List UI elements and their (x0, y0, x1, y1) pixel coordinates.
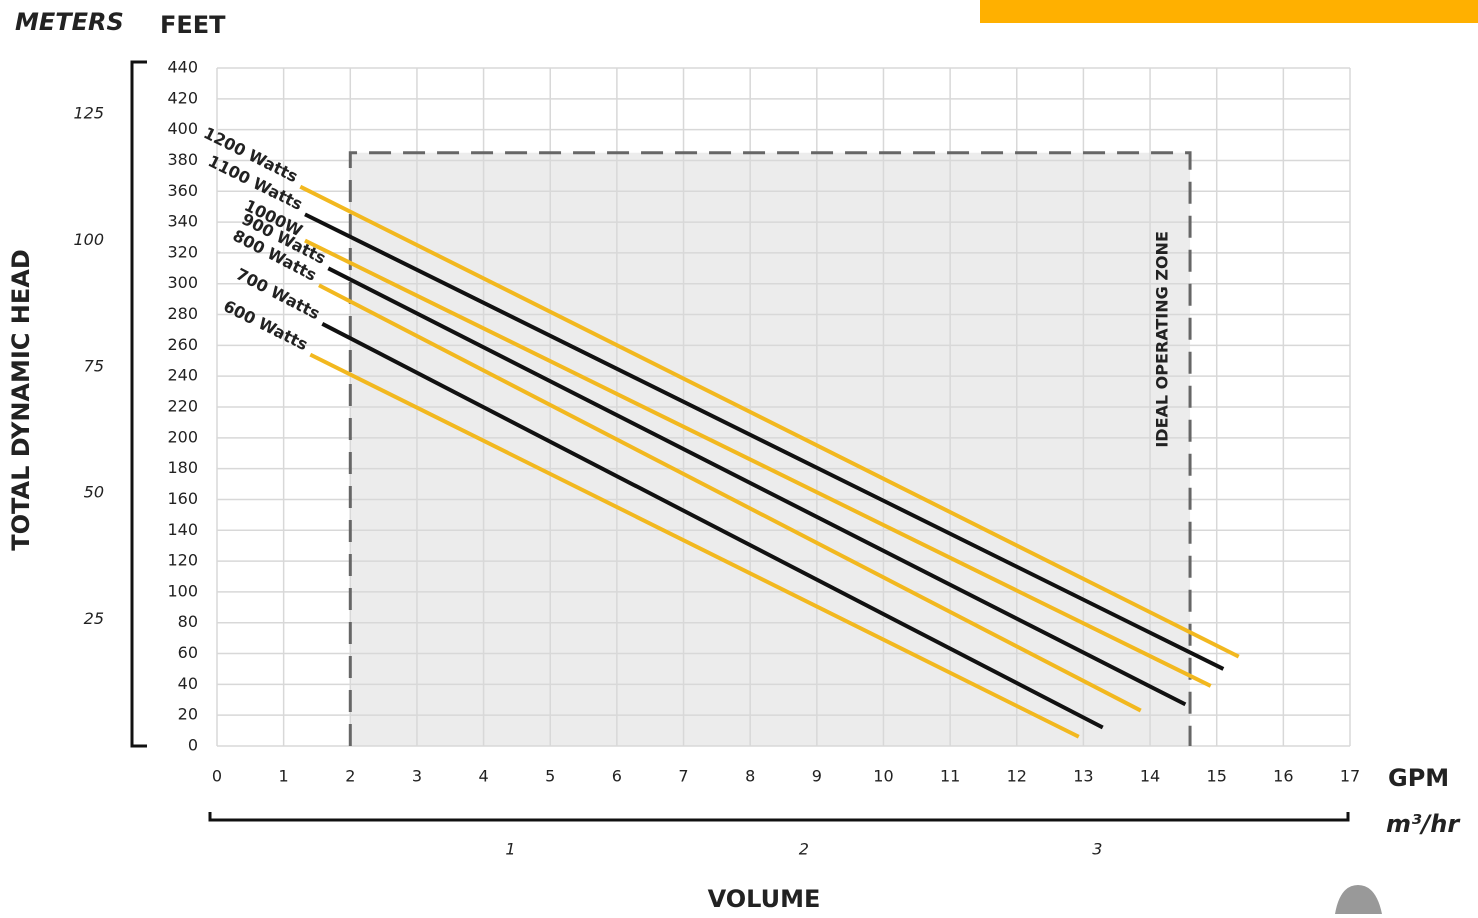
y-tick-label: 440 (167, 58, 198, 77)
x2-tick-label: 2 (799, 840, 809, 859)
y2-tick-label: 100 (73, 230, 104, 249)
ideal-zone (350, 152, 1191, 746)
y2-tick-label: 125 (73, 104, 104, 123)
x-tick-label: 16 (1273, 767, 1293, 786)
x2-tick-label: 1 (505, 840, 515, 859)
x-tick-label: 0 (212, 767, 222, 786)
series-line (318, 283, 1142, 713)
y-tick-label: 100 (167, 581, 198, 600)
y2-tick-label: 75 (84, 356, 104, 375)
y-tick-label: 240 (167, 366, 198, 385)
x-tick-label: 7 (678, 767, 688, 786)
y-tick-label: 340 (167, 212, 198, 231)
y2-tick-label: 25 (84, 609, 104, 628)
y2-bracket (130, 60, 147, 748)
y-tick-label: 140 (167, 520, 198, 539)
x-tick-label: 15 (1207, 767, 1227, 786)
y-tick-label: 0 (188, 736, 198, 755)
y-tick-label: 80 (178, 612, 198, 631)
y-label: FEET (160, 11, 226, 39)
x-tick-label: 13 (1073, 767, 1093, 786)
y-tick-label: 20 (178, 705, 198, 724)
y-tick-label: 280 (167, 304, 198, 323)
x-tick-label: 1 (279, 767, 289, 786)
top-bar (980, 0, 1478, 23)
y-tick-label: 260 (167, 335, 198, 354)
x-tick-label: 5 (545, 767, 555, 786)
series-line (299, 184, 1240, 659)
x-tick-label: 4 (478, 767, 488, 786)
x-tick-label: 8 (745, 767, 755, 786)
y-tick-label: 300 (167, 273, 198, 292)
y-tick-label: 220 (167, 397, 198, 416)
x-tick-label: 12 (1007, 767, 1027, 786)
plot: 0204060801001201401601802002202402602803… (73, 58, 1360, 859)
y-tick-label: 180 (167, 458, 198, 477)
y-tick-label: 120 (167, 551, 198, 570)
x-tick-label: 10 (873, 767, 893, 786)
x-tick-label: 3 (412, 767, 422, 786)
y-tick-label: 420 (167, 88, 198, 107)
y2-tick-label: 50 (84, 483, 104, 502)
y-tick-label: 40 (178, 674, 198, 693)
x-tick-label: 2 (345, 767, 355, 786)
series-line (304, 212, 1225, 671)
y-tick-label: 360 (167, 181, 198, 200)
x-tick-label: 14 (1140, 767, 1160, 786)
y-tick-label: 200 (167, 427, 198, 446)
x-tick-label: 17 (1340, 767, 1360, 786)
series-line (321, 322, 1104, 730)
x2-label: m³/hr (1386, 810, 1461, 838)
x-label: GPM (1388, 764, 1449, 792)
x-tick-label: 6 (612, 767, 622, 786)
y-tick-label: 60 (178, 643, 198, 662)
icon (1335, 885, 1382, 914)
x-title: VOLUME (708, 885, 821, 913)
y-title: TOTAL DYNAMIC HEAD (7, 249, 35, 550)
y-tick-label: 380 (167, 150, 198, 169)
y-tick-label: 400 (167, 119, 198, 138)
y-tick-label: 160 (167, 489, 198, 508)
series-line (304, 238, 1212, 688)
x-tick-label: 9 (812, 767, 822, 786)
x2-tick-label: 3 (1092, 840, 1102, 859)
series-line (327, 266, 1187, 707)
y-tick-label: 320 (167, 242, 198, 261)
y2-label: METERS (15, 8, 124, 36)
x-tick-label: 11 (940, 767, 960, 786)
series-line (309, 352, 1080, 739)
x2-bracket (208, 812, 1350, 822)
zone-label: IDEAL OPERATING ZONE (1153, 231, 1172, 448)
